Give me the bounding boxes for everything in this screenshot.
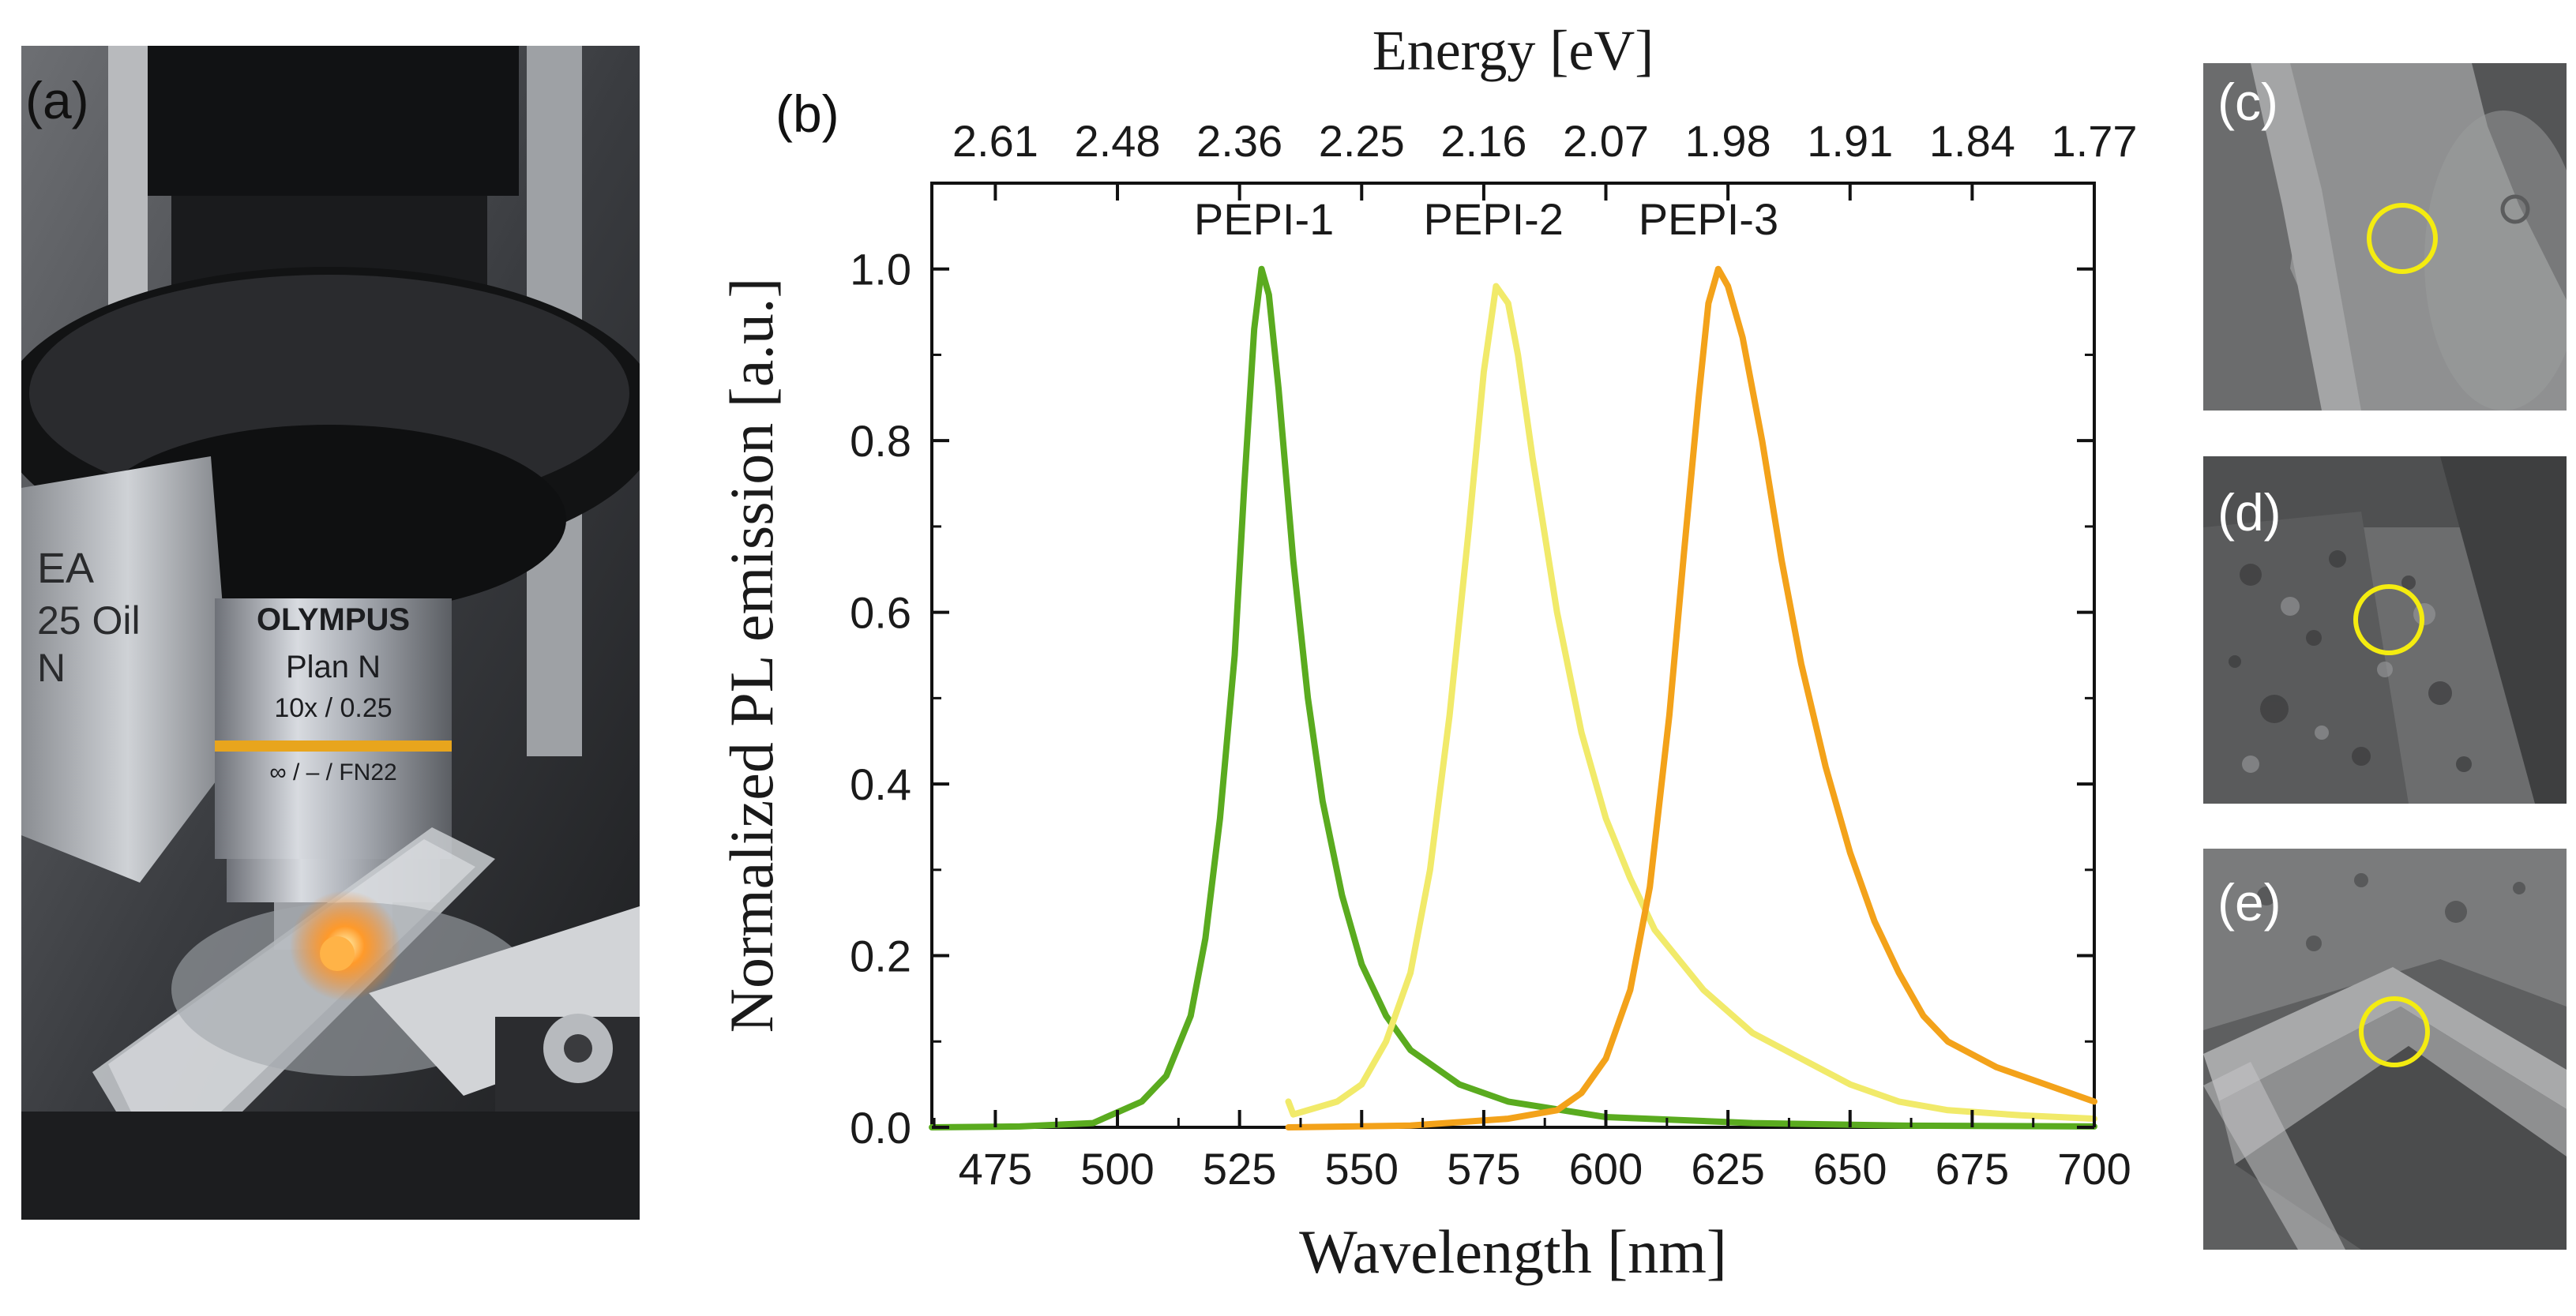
axis-ticks: 475 500 525 550 575 600 625 650 675 700 2.61 2.48 2.… — [850, 116, 2137, 1194]
y-tick-label: 0.6 — [850, 588, 911, 638]
y-axis-label: Normalized PL emission [a.u.] — [717, 278, 786, 1033]
measurement-circle-d — [2353, 584, 2424, 655]
series-label-pepi-1: PEPI-1 — [1194, 194, 1334, 244]
y-tick-label: 0.8 — [850, 416, 911, 466]
svg-text:N: N — [37, 646, 66, 690]
series-line-pepi-3 — [1285, 265, 2097, 1130]
x-axis-label: Wavelength [nm] — [1299, 1217, 1727, 1286]
top-tick-label: 2.07 — [1563, 116, 1649, 166]
x-tick-label: 500 — [1080, 1144, 1154, 1194]
lens-brand: OLYMPUS — [257, 602, 410, 637]
sample-image-d — [2203, 456, 2567, 804]
y-tick-label: 0.2 — [850, 932, 911, 981]
svg-text:25 Oil: 25 Oil — [37, 598, 141, 643]
measurement-circle-c — [2367, 203, 2438, 274]
x-tick-label: 700 — [2057, 1144, 2131, 1194]
x-tick-label: 575 — [1447, 1144, 1520, 1194]
y-tick-label: 0.4 — [850, 759, 911, 809]
top-tick-label: 1.84 — [1929, 116, 2015, 166]
top-tick-label: 2.36 — [1196, 116, 1282, 166]
lens-model: Plan N — [286, 650, 381, 684]
y-tick-label: 1.0 — [850, 245, 911, 294]
x-tick-label: 675 — [1936, 1144, 2009, 1194]
top-tick-label: 1.98 — [1685, 116, 1771, 166]
microscope-photo: EA 25 Oil N OLYMPUS Plan N 10x / 0.25 ∞ … — [21, 46, 640, 1220]
panel-label-d: (d) — [2217, 483, 2281, 542]
panel-label-c: (c) — [2217, 73, 2278, 131]
x-tick-label: 600 — [1569, 1144, 1643, 1194]
lens-spec: 10x / 0.25 — [274, 693, 392, 723]
plot-frame — [930, 182, 2096, 1129]
top-tick-label: 2.48 — [1075, 116, 1161, 166]
x-tick-label: 525 — [1203, 1144, 1276, 1194]
x-tick-label: 550 — [1325, 1144, 1399, 1194]
top-tick-label: 1.91 — [1807, 116, 1893, 166]
panel-label-e: (e) — [2217, 873, 2281, 932]
panel-label-a: (a) — [25, 71, 89, 129]
sample-image-e — [2203, 849, 2567, 1250]
lens-spec-2: ∞ / – / FN22 — [269, 759, 396, 785]
top-tick-label: 2.16 — [1440, 116, 1526, 166]
top-tick-label: 1.77 — [2052, 116, 2138, 166]
side-lens-text: EA — [37, 545, 94, 592]
y-tick-label: 0.0 — [850, 1103, 911, 1153]
microscope-illustration: EA 25 Oil N OLYMPUS Plan N 10x / 0.25 ∞ … — [21, 46, 640, 1220]
top-tick-label: 2.25 — [1319, 116, 1405, 166]
x-tick-label: 625 — [1691, 1144, 1764, 1194]
plot-axes — [930, 182, 2096, 1129]
panel-label-b: (b) — [775, 84, 839, 143]
measurement-circle-e — [2359, 996, 2430, 1067]
sample-image-c — [2203, 63, 2567, 411]
series-line-pepi-1 — [929, 265, 2097, 1130]
series-line-pepi-2 — [1285, 283, 2097, 1123]
x-tick-label: 650 — [1813, 1144, 1887, 1194]
top-axis-label: Energy [eV] — [1372, 19, 1654, 82]
top-tick-label: 2.61 — [952, 116, 1038, 166]
data-series: PEPI-1 PEPI-2 PEPI-3 — [929, 194, 2097, 1130]
series-label-pepi-3: PEPI-3 — [1639, 194, 1778, 244]
x-tick-label: 475 — [959, 1144, 1032, 1194]
series-label-pepi-2: PEPI-2 — [1424, 194, 1564, 244]
